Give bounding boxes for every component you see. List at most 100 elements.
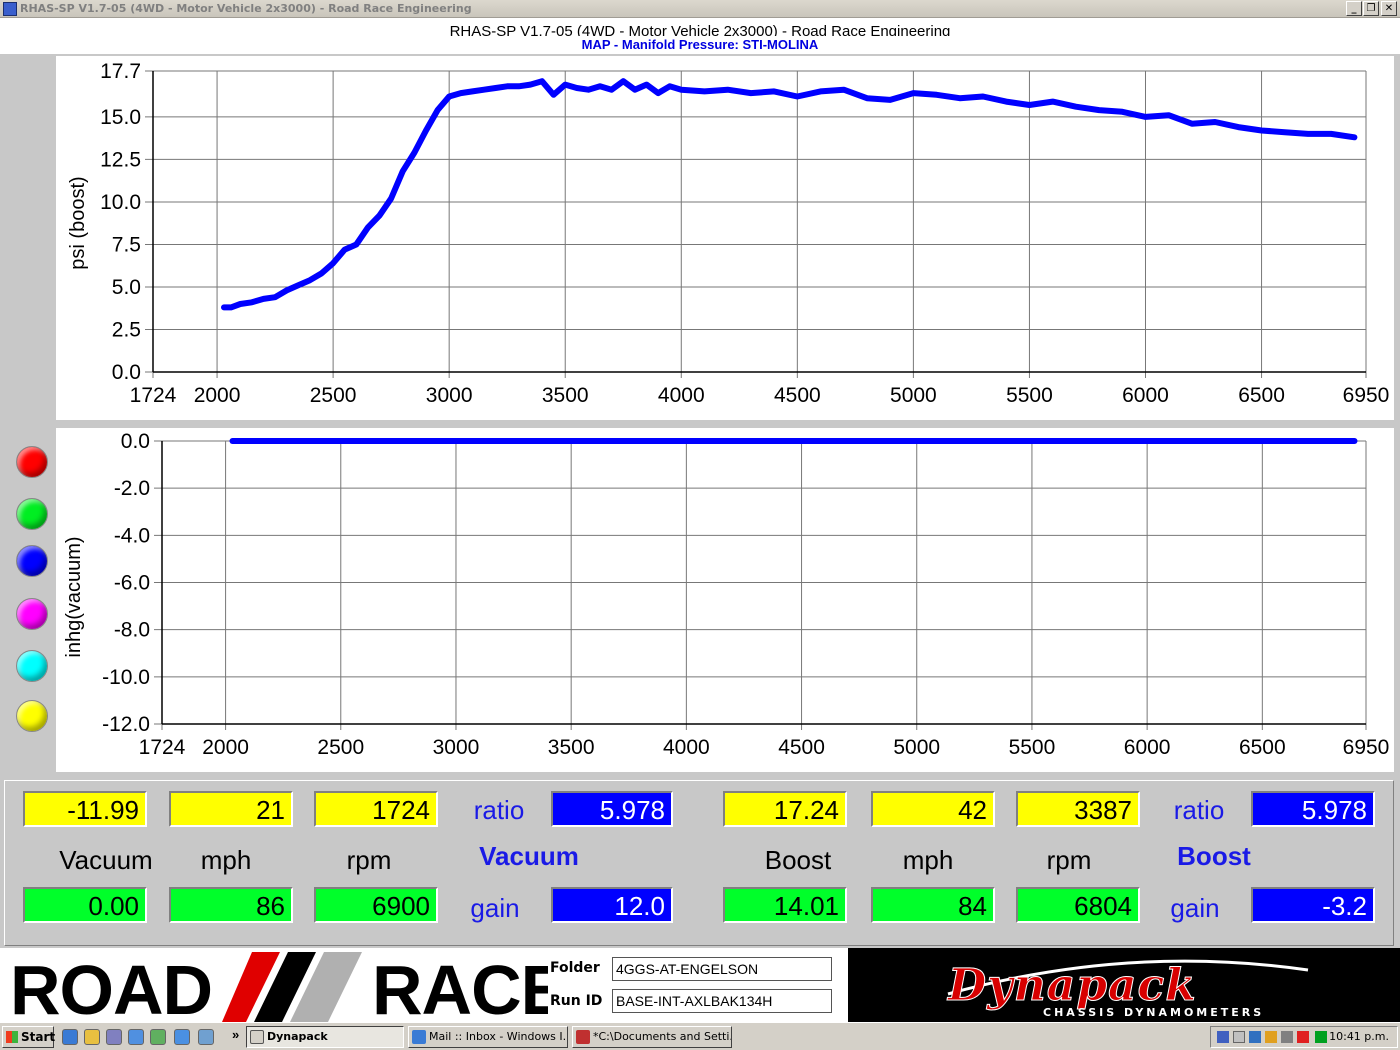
readout-panel: -11.99 21 1724 ratio 5.978 Vacuum mph rp… (4, 780, 1394, 946)
task-label: Mail :: Inbox - Windows I... (429, 1030, 568, 1043)
help-tray-icon[interactable] (1233, 1031, 1245, 1043)
boost-chart-panel[interactable]: 1724 2000 2500 3000 3500 4000 4500 5000 5500 6000… (56, 56, 1394, 420)
dynapack-tagline: CHASSIS DYNAMOMETERS (1043, 1006, 1265, 1019)
start-button[interactable]: Start (2, 1026, 55, 1048)
x-tick-label: 2000 (194, 384, 241, 407)
vacuum-rpm-label: rpm (346, 845, 392, 875)
color-button-red[interactable] (16, 446, 48, 478)
boost-gain-label: gain (1170, 893, 1220, 923)
y-tick-label: 2.5 (112, 318, 141, 341)
x-tick-label: 4500 (774, 384, 821, 407)
x-tick-label: 5000 (890, 384, 937, 407)
ie-quicklaunch-icon[interactable] (62, 1029, 78, 1045)
logo-stripes-icon (222, 952, 362, 1022)
x-tick-label: 6500 (1238, 384, 1285, 407)
window-titlebar[interactable]: RHAS-SP V1.7-05 (4WD - Motor Vehicle 2x3… (0, 0, 1400, 18)
vacuum-mph-label: mph (200, 845, 252, 875)
color-button-yellow[interactable] (16, 700, 48, 732)
task-documents[interactable]: *C:\Documents and Setti... (572, 1026, 732, 1048)
y-tick-label: 7.5 (112, 233, 141, 256)
boost-end-value: 14.01 (723, 887, 847, 923)
task-mail[interactable]: Mail :: Inbox - Windows I... (408, 1026, 568, 1048)
x-tick-label: 5500 (1009, 736, 1056, 759)
plot-subtitle: MAP - Manifold Pressure: STI-MOLINA (581, 37, 819, 52)
color-button-green[interactable] (16, 498, 48, 530)
vacuum-ratio-value[interactable]: 5.978 (551, 791, 673, 827)
vacuum-chart-panel[interactable]: 1724 2000 2500 3000 3500 4000 4500 5000 5500 6000… (56, 428, 1394, 772)
header-band: RHAS-SP V1.7-05 (4WD - Motor Vehicle 2x3… (0, 18, 1400, 54)
restore-button[interactable]: ❐ (1363, 1, 1379, 16)
x-tick-label: 3500 (542, 384, 589, 407)
y-tick-label: -4.0 (114, 524, 150, 547)
dynapack-swoosh-icon (947, 959, 1309, 996)
y-tick-label: 15.0 (100, 106, 141, 129)
vacuum-max-value: 0.00 (23, 887, 147, 923)
y-tick-label: -6.0 (114, 572, 150, 595)
boost-ratio-label: ratio (1173, 795, 1225, 825)
x-tick-label: 3000 (433, 736, 480, 759)
app-quicklaunch-icon[interactable] (106, 1029, 122, 1045)
folder-field[interactable]: 4GGS-AT-ENGELSON (612, 957, 832, 981)
color-button-cyan[interactable] (16, 650, 48, 682)
system-tray: 10:41 p.m. (1210, 1026, 1398, 1048)
x-tick-label: 6000 (1124, 736, 1171, 759)
quicklaunch-chevron-icon[interactable]: » (232, 1027, 240, 1042)
app-icon (3, 2, 17, 16)
color-button-blue[interactable] (16, 545, 48, 577)
vacuum-label: Vacuum (59, 845, 153, 875)
vacuum-gain-label: gain (470, 893, 520, 923)
dynapack-logo: Dynapack CHASSIS DYNAMOMETERS (848, 948, 1400, 1022)
vacuum-section-label: Vacuum (479, 841, 579, 871)
boost-section-label: Boost (1177, 841, 1251, 871)
run-id-field[interactable]: BASE-INT-AXLBAK134H (612, 989, 832, 1013)
boost-max-value: 17.24 (723, 791, 847, 827)
boost-end-mph: 84 (871, 887, 995, 923)
x-tick-label: 1724 (130, 384, 177, 407)
boost-chart: 1724 2000 2500 3000 3500 4000 4500 5000 5500 6000… (100, 60, 1390, 407)
folder-quicklaunch-icon[interactable] (84, 1029, 100, 1045)
desktop-quicklaunch-icon[interactable] (150, 1029, 166, 1045)
bottom-band: ROAD RACE Folder 4GGS-AT-ENGELSON Run ID… (0, 948, 1400, 1022)
connection-tray-icon[interactable] (1249, 1031, 1261, 1043)
boost-end-rpm: 6804 (1016, 887, 1140, 923)
x-tick-label: 6500 (1239, 736, 1286, 759)
minimize-button[interactable]: _ (1346, 1, 1362, 16)
network-tray-icon[interactable] (1217, 1031, 1229, 1043)
volume-tray-icon[interactable] (1281, 1031, 1293, 1043)
x-tick-label: 6000 (1122, 384, 1169, 407)
y-tick-label: 17.7 (100, 60, 141, 83)
logo-race-text: RACE (372, 951, 548, 1022)
taskbar: Start » Dynapack Mail :: Inbox - Windows… (0, 1022, 1400, 1050)
x-tick-label: 1724 (139, 736, 186, 759)
battery-tray-icon[interactable] (1315, 1031, 1327, 1043)
ie-task-icon (412, 1030, 426, 1044)
task-label: Dynapack (267, 1030, 328, 1043)
editor-quicklaunch-icon[interactable] (128, 1029, 144, 1045)
vacuum-min-rpm: 1724 (314, 791, 438, 827)
close-button[interactable]: ✕ (1381, 1, 1397, 16)
vacuum-gain-value[interactable]: 12.0 (551, 887, 673, 923)
boost-gain-value[interactable]: -3.2 (1251, 887, 1375, 923)
y-tick-label: 0.0 (121, 430, 150, 453)
boost-ratio-value[interactable]: 5.978 (1251, 791, 1375, 827)
run-id-label: Run ID (550, 993, 603, 1009)
task-dynapack[interactable]: Dynapack (246, 1026, 404, 1048)
series-line (221, 78, 1358, 311)
app-title: RHAS-SP V1.7-05 (4WD - Motor Vehicle 2x3… (449, 23, 951, 36)
y-tick-label: 5.0 (112, 276, 141, 299)
x-tick-label: 6950 (1343, 384, 1390, 407)
x-tick-label: 2000 (202, 736, 249, 759)
color-button-magenta[interactable] (16, 598, 48, 630)
y-tick-label: 10.0 (100, 191, 141, 214)
x-tick-label: 5500 (1006, 384, 1053, 407)
document-task-icon (576, 1030, 590, 1044)
y-tick-label: -10.0 (102, 666, 150, 689)
browser-quicklaunch-icon[interactable] (174, 1029, 190, 1045)
task-label: *C:\Documents and Setti... (593, 1030, 732, 1043)
boost-mph-label: mph (902, 845, 954, 875)
security-tray-icon[interactable] (1297, 1031, 1309, 1043)
update-tray-icon[interactable] (1265, 1031, 1277, 1043)
media-quicklaunch-icon[interactable] (198, 1029, 214, 1045)
vacuum-max-mph: 86 (169, 887, 293, 923)
road-race-logo: ROAD RACE (0, 948, 548, 1022)
